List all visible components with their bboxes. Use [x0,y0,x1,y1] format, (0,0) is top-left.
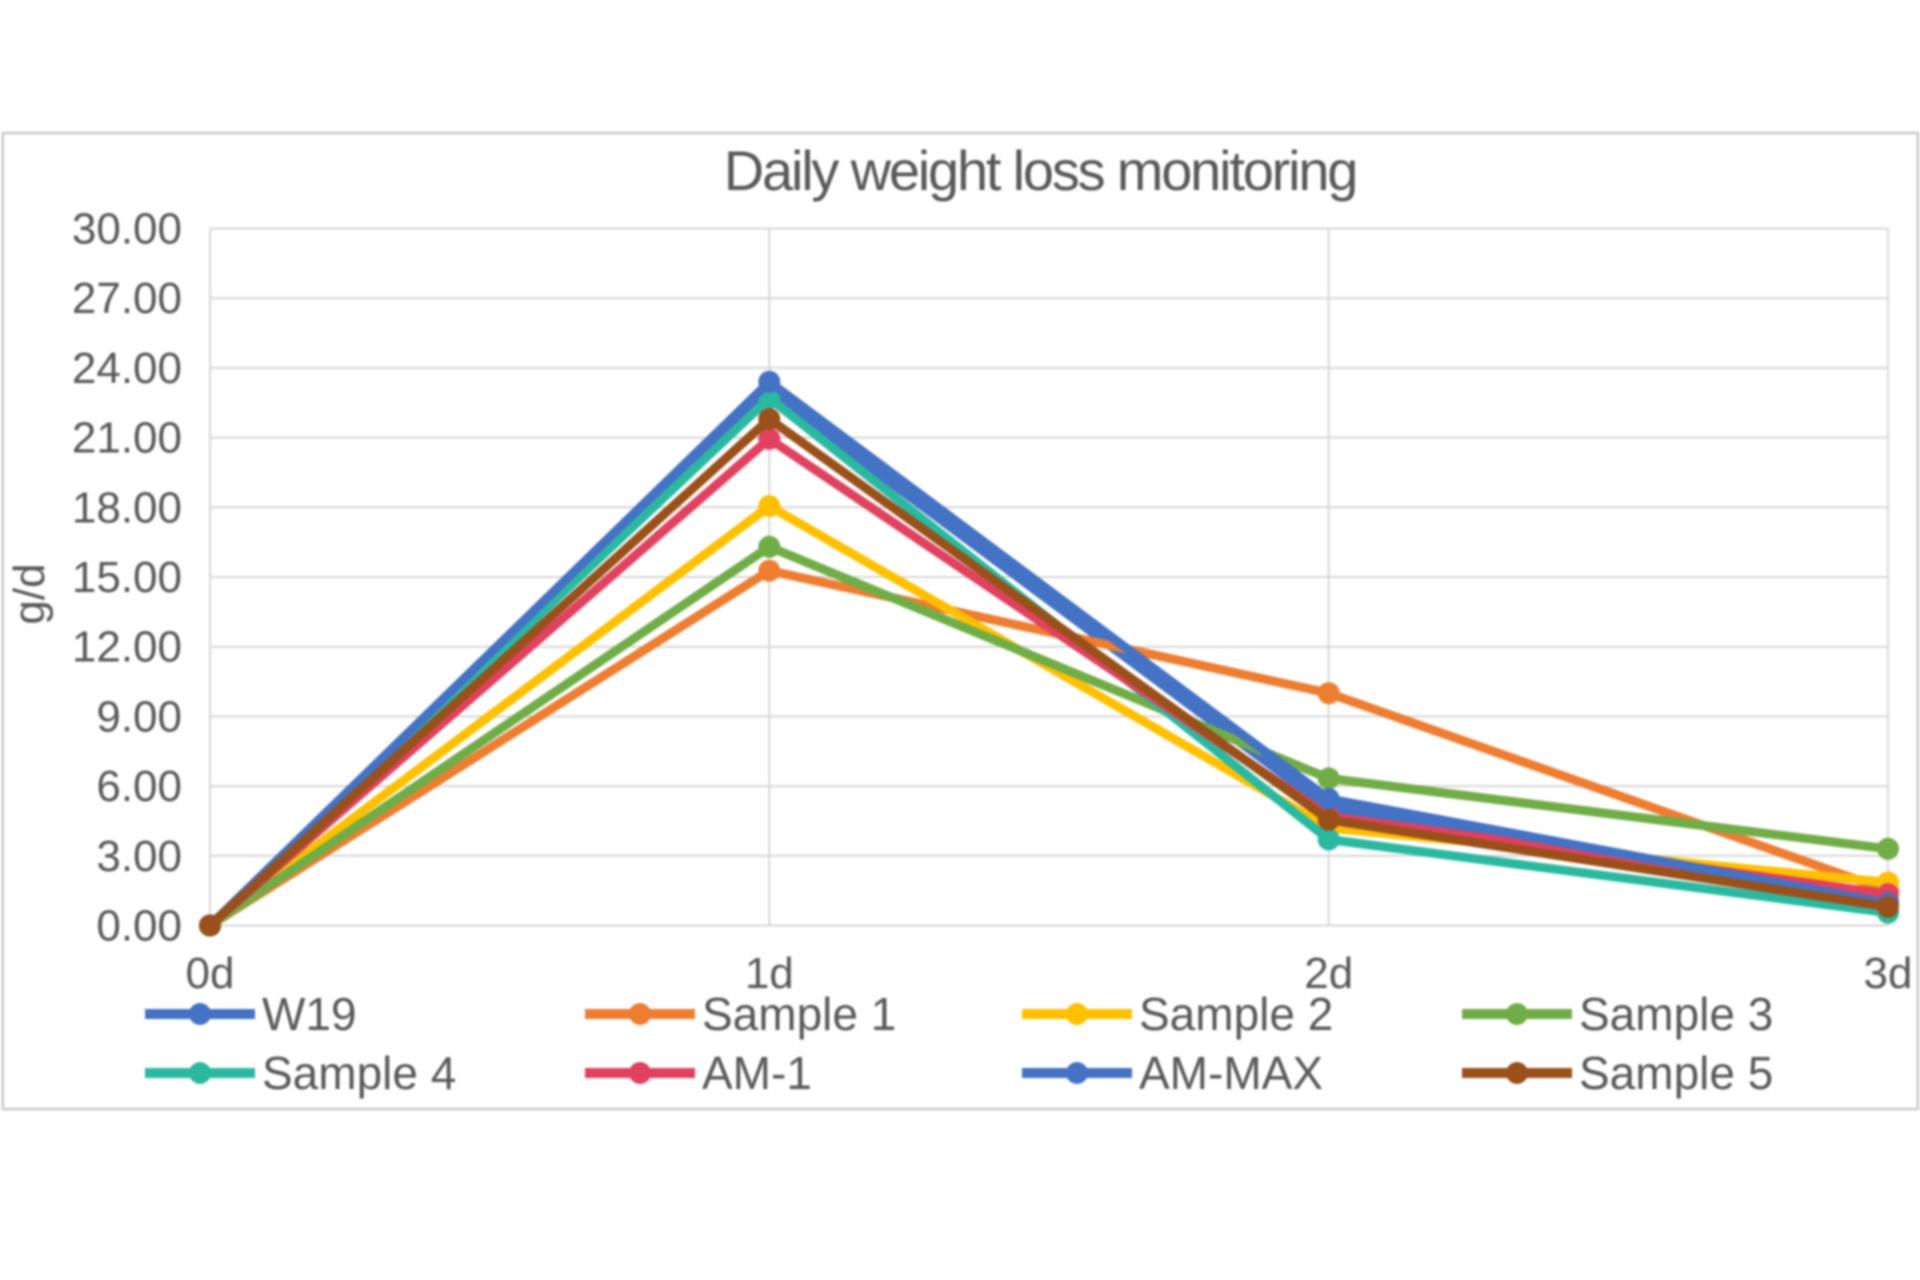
svg-text:30.00: 30.00 [72,205,182,254]
svg-text:6.00: 6.00 [96,762,182,811]
svg-text:Sample 3: Sample 3 [1579,988,1773,1040]
svg-text:9.00: 9.00 [96,692,182,741]
svg-text:3d: 3d [1864,949,1913,998]
svg-text:Sample 4: Sample 4 [262,1047,456,1099]
svg-text:0.00: 0.00 [96,902,182,951]
svg-text:27.00: 27.00 [72,274,182,323]
svg-text:0d: 0d [186,949,235,998]
svg-text:Sample 2: Sample 2 [1139,988,1333,1040]
svg-text:Sample 1: Sample 1 [702,988,896,1040]
svg-text:21.00: 21.00 [72,414,182,463]
svg-text:g/d: g/d [5,563,54,624]
svg-text:W19: W19 [262,988,357,1040]
svg-text:12.00: 12.00 [72,623,182,672]
svg-text:15.00: 15.00 [72,553,182,602]
svg-text:2d: 2d [1304,949,1353,998]
svg-text:Sample 5: Sample 5 [1579,1047,1773,1099]
svg-text:3.00: 3.00 [96,832,182,881]
svg-text:1d: 1d [745,949,794,998]
svg-text:18.00: 18.00 [72,483,182,532]
svg-text:AM-1: AM-1 [702,1047,812,1099]
svg-text:Daily weight loss monitoring: Daily weight loss monitoring [724,139,1356,202]
svg-text:24.00: 24.00 [72,344,182,393]
svg-text:AM-MAX: AM-MAX [1139,1047,1323,1099]
